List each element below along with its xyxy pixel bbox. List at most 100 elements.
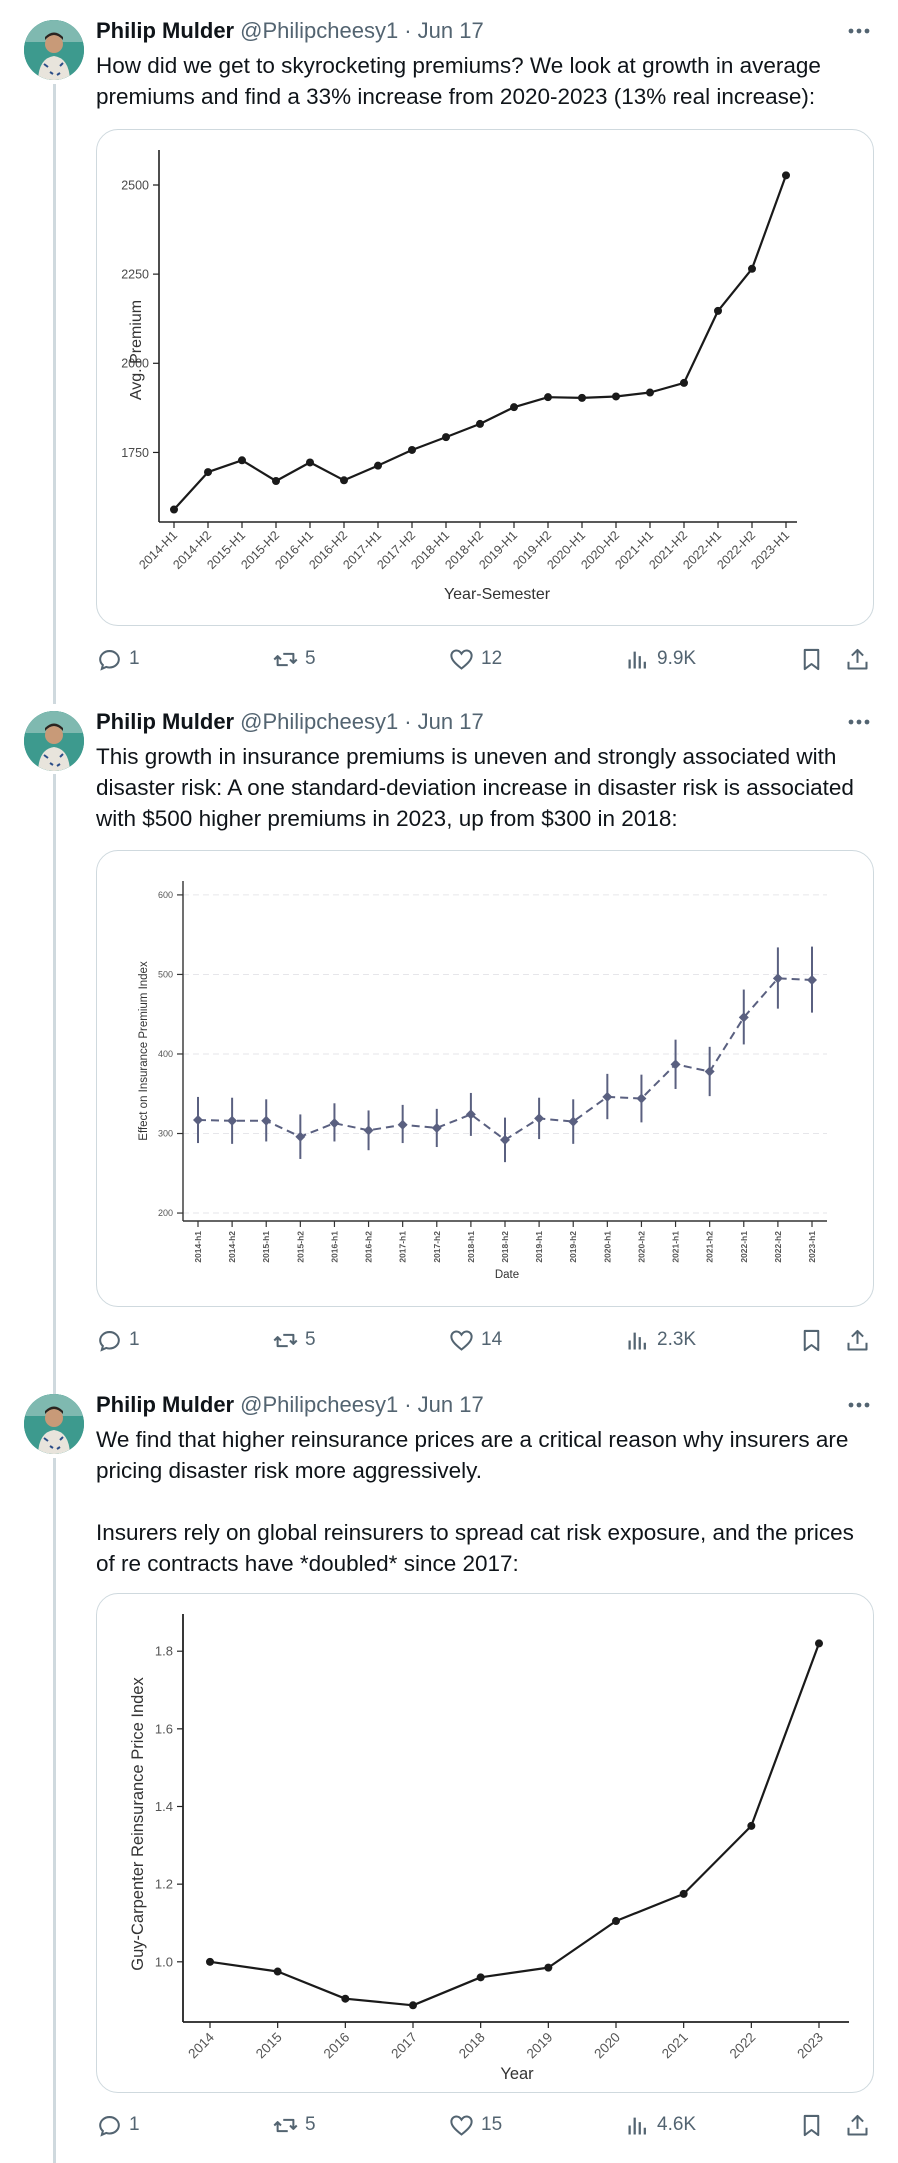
y-axis-label: Effect on Insurance Premium Index — [138, 961, 150, 1141]
x-tick-label: 2017-h2 — [432, 1231, 442, 1263]
reply-count: 1 — [129, 648, 140, 669]
tweet-header: Philip Mulder @Philipcheesy1 · Jun 17 — [96, 1390, 484, 1420]
data-point — [170, 505, 178, 514]
bookmark-icon — [803, 2114, 820, 2136]
series-line — [173, 174, 788, 511]
author-handle[interactable]: @Philipcheesy1 — [240, 18, 399, 43]
x-tick-label: 2016-h1 — [329, 1231, 339, 1263]
reply-icon — [99, 649, 120, 671]
bookmark-icon — [803, 648, 820, 670]
thread-line — [53, 1458, 56, 2163]
data-point — [578, 393, 586, 402]
reply-button[interactable]: 1 — [96, 1325, 140, 1355]
chart-image[interactable]: 1.0 1.2 1.4 1.6 1.8 2014 2015 2016 2017 2018 2019 2… — [96, 1593, 874, 2093]
heart-icon — [450, 1329, 473, 1351]
tweet-paragraph: We find that higher reinsurance prices a… — [96, 1427, 849, 1483]
share-icon — [847, 1329, 868, 1351]
author-name[interactable]: Philip Mulder — [96, 1392, 235, 1417]
more-options-icon[interactable] — [844, 707, 874, 737]
views-button[interactable]: 9.9K — [624, 644, 696, 674]
data-point — [704, 1066, 715, 1077]
like-button[interactable]: 14 — [448, 1325, 502, 1355]
x-tick-label: 2023-H1 — [748, 528, 792, 572]
y-tick-label: 2000 — [121, 357, 149, 371]
series-line — [197, 977, 813, 1141]
share-button[interactable] — [844, 2110, 871, 2140]
data-point — [772, 973, 783, 984]
heart-icon — [450, 2114, 473, 2136]
share-button[interactable] — [844, 644, 871, 674]
chart-image[interactable]: 200 300 400 500 600 2014-h1 2014-h2 2015-h1 2015… — [96, 850, 874, 1307]
x-tick-label: 2015 — [253, 2030, 285, 2062]
share-icon — [847, 648, 868, 670]
bookmark-button[interactable] — [798, 2110, 825, 2140]
data-point — [397, 1119, 408, 1130]
tweet-text: We find that higher reinsurance prices a… — [96, 1424, 876, 1579]
data-point — [670, 1059, 681, 1070]
x-tick-label: 2014 — [185, 2029, 217, 2061]
data-point — [206, 1957, 214, 1966]
data-point — [807, 975, 817, 986]
tweet-text: How did we get to skyrocketing premiums?… — [96, 50, 876, 112]
data-point — [602, 1091, 613, 1102]
avatar[interactable] — [24, 711, 84, 771]
x-tick-label: 2021-h1 — [671, 1231, 681, 1263]
author-handle[interactable]: @Philipcheesy1 — [240, 709, 399, 734]
tweet-date[interactable]: · Jun 17 — [404, 1392, 484, 1417]
data-point — [409, 2001, 417, 2010]
data-point — [476, 419, 484, 428]
x-tick-label: 2019-h1 — [534, 1231, 544, 1263]
tweet-paragraph: Insurers rely on global reinsurers to sp… — [96, 1520, 854, 1576]
author-name[interactable]: Philip Mulder — [96, 18, 235, 43]
y-tick-label: 1.4 — [155, 1799, 173, 1814]
x-tick-label: 2020-h1 — [602, 1231, 612, 1263]
data-point — [714, 306, 722, 315]
like-count: 15 — [481, 2114, 503, 2135]
bookmark-button[interactable] — [798, 1325, 825, 1355]
repost-button[interactable]: 5 — [272, 2110, 316, 2140]
avatar[interactable] — [24, 1394, 84, 1454]
x-axis-label: Year — [500, 2065, 534, 2083]
y-axis-label: Guy-Carpenter Reinsurance Price Index — [129, 1677, 147, 1971]
x-tick-label: 2020 — [591, 2030, 623, 2062]
reply-button[interactable]: 1 — [96, 2110, 140, 2140]
repost-icon — [273, 1333, 298, 1347]
y-tick-label: 300 — [158, 1129, 173, 1139]
author-handle[interactable]: @Philipcheesy1 — [240, 1392, 399, 1417]
like-button[interactable]: 12 — [448, 644, 502, 674]
like-button[interactable]: 15 — [448, 2110, 502, 2140]
data-point — [568, 1116, 579, 1127]
reply-count: 1 — [129, 1329, 140, 1350]
x-tick-label: 2014-h2 — [227, 1231, 237, 1263]
x-tick-label: 2022-h1 — [739, 1231, 749, 1263]
views-button[interactable]: 2.3K — [624, 1325, 696, 1355]
author-name[interactable]: Philip Mulder — [96, 709, 235, 734]
tweet-date[interactable]: · Jun 17 — [404, 18, 484, 43]
disaster-risk-chart: 200 300 400 500 600 2014-h1 2014-h2 2015-h1 2015… — [138, 881, 827, 1281]
more-options-icon[interactable] — [844, 1390, 874, 1420]
y-tick-label: 400 — [158, 1049, 173, 1059]
x-tick-label: 2015-h1 — [261, 1231, 271, 1263]
x-tick-label: 2016 — [321, 2030, 353, 2062]
tweet-actions: 1 5 15 4.6K — [96, 2110, 874, 2140]
repost-button[interactable]: 5 — [272, 1325, 316, 1355]
data-point — [815, 1639, 823, 1648]
x-axis-label: Date — [495, 1269, 519, 1281]
chart-image[interactable]: 1750 2000 2250 2500 2014-H1 2014-H2 2015-H1 201… — [96, 129, 874, 626]
avatar[interactable] — [24, 20, 84, 80]
tweet-header: Philip Mulder @Philipcheesy1 · Jun 17 — [96, 16, 484, 46]
repost-button[interactable]: 5 — [272, 644, 316, 674]
data-point — [612, 392, 620, 401]
bookmark-button[interactable] — [798, 644, 825, 674]
tweet-paragraph: How did we get to skyrocketing premiums?… — [96, 53, 821, 109]
x-tick-label: 2017 — [388, 2030, 420, 2062]
reply-button[interactable]: 1 — [96, 644, 140, 674]
data-point — [500, 1134, 510, 1145]
thread-line — [53, 84, 56, 704]
tweet-date[interactable]: · Jun 17 — [404, 709, 484, 734]
share-button[interactable] — [844, 1325, 871, 1355]
y-axis-label: Avg. Premium — [128, 300, 145, 400]
views-icon — [628, 651, 646, 668]
more-options-icon[interactable] — [844, 16, 874, 46]
views-button[interactable]: 4.6K — [624, 2110, 696, 2140]
